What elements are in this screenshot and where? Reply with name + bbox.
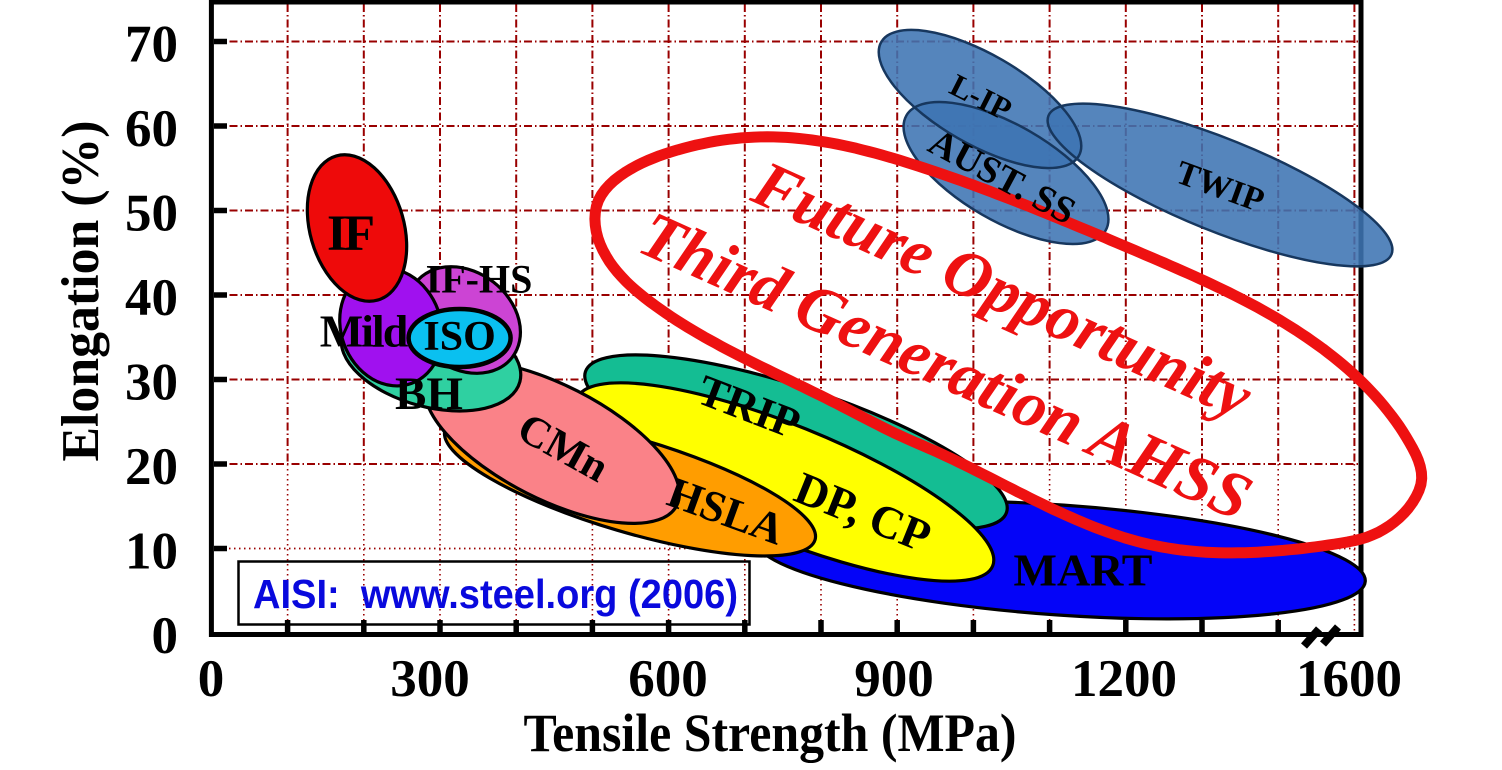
svg-text:70: 70	[125, 16, 178, 74]
svg-text:0: 0	[198, 650, 225, 708]
svg-text:60: 60	[125, 100, 178, 158]
svg-text:20: 20	[125, 438, 178, 496]
svg-text:IF-HS: IF-HS	[426, 257, 533, 302]
svg-text:900: 900	[854, 650, 934, 708]
svg-text:MART: MART	[1014, 545, 1153, 596]
svg-text:300: 300	[390, 650, 470, 708]
svg-text:1600: 1600	[1296, 650, 1402, 708]
svg-text:BH: BH	[395, 368, 463, 420]
svg-text:600: 600	[628, 650, 708, 708]
svg-text:AISI: www.steel.org (2006): AISI: www.steel.org (2006)	[253, 571, 738, 617]
svg-text:0: 0	[152, 607, 179, 665]
svg-text:Mild: Mild	[320, 306, 409, 357]
svg-text:Tensile Strength (MPa): Tensile Strength (MPa)	[524, 703, 1017, 763]
svg-text:10: 10	[125, 523, 178, 581]
svg-text:IF: IF	[327, 206, 373, 262]
svg-text:40: 40	[125, 269, 178, 327]
svg-text:Elongation (%): Elongation (%)	[52, 121, 110, 462]
svg-text:50: 50	[125, 185, 178, 243]
svg-text:1200: 1200	[1071, 650, 1177, 708]
svg-text:ISO: ISO	[423, 314, 495, 360]
svg-text:30: 30	[125, 354, 178, 412]
